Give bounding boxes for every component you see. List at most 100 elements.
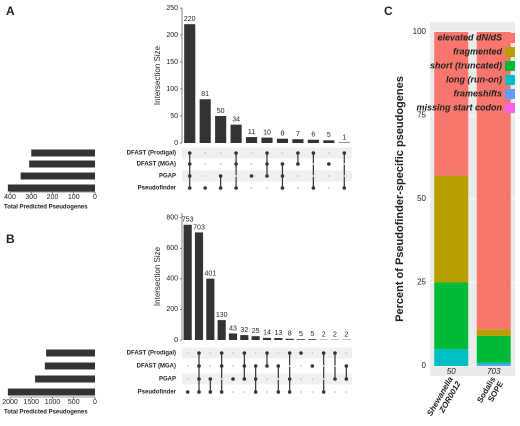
y-tick-label: 0 bbox=[174, 140, 178, 147]
matrix-dot bbox=[321, 351, 326, 355]
matrix-dot bbox=[343, 163, 346, 165]
value-label: 43 bbox=[229, 325, 237, 332]
set-tick-label: 300 bbox=[25, 194, 37, 201]
set-tick-label: 2000 bbox=[2, 399, 18, 406]
matrix-dot bbox=[345, 352, 348, 354]
set-tick-label: 0 bbox=[93, 399, 97, 406]
matrix-dot bbox=[288, 365, 291, 367]
value-label: 25 bbox=[252, 328, 260, 335]
matrix-dot bbox=[265, 151, 269, 155]
matrix-dot bbox=[186, 365, 189, 367]
matrix-dot bbox=[327, 187, 330, 189]
matrix-dot bbox=[250, 163, 253, 165]
set-name: PGAP bbox=[159, 377, 176, 383]
set-name: Pseudofinder bbox=[138, 390, 177, 396]
matrix-dot bbox=[281, 152, 284, 154]
value-label: 7 bbox=[296, 131, 300, 138]
bar-segment bbox=[476, 335, 511, 363]
count-label: 703 bbox=[487, 367, 501, 376]
matrix-dot bbox=[296, 175, 299, 177]
set-tick-label: 500 bbox=[68, 399, 80, 406]
set-bar bbox=[44, 362, 95, 370]
bar bbox=[262, 337, 272, 340]
matrix-dot bbox=[333, 351, 337, 355]
matrix-dot bbox=[312, 175, 315, 177]
set-bar bbox=[7, 388, 95, 396]
set-bar bbox=[46, 349, 95, 357]
legend-swatch bbox=[505, 103, 515, 113]
legend-swatch bbox=[505, 61, 515, 71]
matrix-dot bbox=[234, 162, 238, 166]
value-label: 2 bbox=[333, 332, 337, 339]
bar-segment bbox=[434, 175, 469, 283]
set-name: PGAP bbox=[159, 174, 176, 180]
set-name: Pseudofinder bbox=[138, 186, 177, 192]
set-bar bbox=[20, 172, 95, 180]
matrix-dot bbox=[253, 364, 258, 368]
value-label: 81 bbox=[201, 91, 209, 98]
y-axis-title: Intersection Size bbox=[153, 45, 162, 105]
y-tick-label: 25 bbox=[417, 278, 426, 287]
matrix-dot bbox=[186, 378, 189, 380]
set-name: DFAST (Prodigal) bbox=[127, 351, 176, 357]
bar bbox=[215, 116, 227, 143]
matrix-dot bbox=[232, 365, 234, 367]
set-tick-label: 0 bbox=[93, 194, 97, 201]
value-label: 32 bbox=[240, 327, 248, 334]
set-axis-title: Total Predicted Pseudogenes bbox=[4, 205, 88, 211]
panel-label: B bbox=[6, 232, 15, 246]
matrix-dot bbox=[231, 377, 235, 381]
matrix-dot bbox=[299, 351, 303, 355]
value-label: 5 bbox=[327, 132, 331, 139]
bar bbox=[338, 142, 350, 143]
matrix-dot bbox=[310, 364, 315, 368]
value-label: 220 bbox=[184, 16, 196, 23]
matrix-dot bbox=[232, 352, 234, 354]
y-axis-title: Intersection Size bbox=[153, 246, 162, 306]
bar bbox=[184, 24, 196, 144]
matrix-dot bbox=[204, 175, 207, 177]
matrix-dot bbox=[203, 186, 207, 190]
legend-swatch bbox=[505, 75, 515, 85]
matrix-dot bbox=[312, 163, 315, 165]
set-axis-title: Total Predicted Pseudogenes bbox=[4, 410, 88, 416]
matrix-dot bbox=[187, 174, 192, 178]
y-tick-label: 800 bbox=[166, 214, 178, 221]
y-tick-label: 250 bbox=[166, 5, 178, 12]
matrix-dot bbox=[287, 377, 292, 381]
bar-segment bbox=[434, 32, 469, 176]
y-tick-label: 50 bbox=[170, 113, 178, 120]
matrix-dot bbox=[242, 377, 247, 381]
matrix-dot bbox=[311, 186, 316, 190]
matrix-dot bbox=[265, 351, 269, 355]
set-tick-label: 1000 bbox=[45, 399, 61, 406]
matrix-dot bbox=[185, 390, 190, 394]
y-tick-label: 100 bbox=[166, 86, 178, 93]
matrix-dot bbox=[219, 163, 222, 165]
matrix-dot bbox=[218, 186, 223, 190]
count-label: 50 bbox=[447, 367, 456, 376]
panel-label: C bbox=[384, 4, 393, 18]
bar-segment bbox=[476, 362, 511, 365]
matrix-dot bbox=[232, 391, 234, 393]
value-label: 401 bbox=[204, 270, 216, 277]
bar bbox=[199, 99, 211, 143]
set-bar bbox=[31, 149, 95, 157]
matrix-dot bbox=[277, 378, 280, 380]
bar bbox=[292, 139, 304, 143]
matrix-dot bbox=[266, 378, 268, 380]
matrix-dot bbox=[209, 352, 212, 354]
bar bbox=[217, 320, 226, 340]
matrix-dot bbox=[322, 378, 325, 380]
matrix-dot bbox=[253, 390, 258, 394]
matrix-dot bbox=[218, 174, 223, 178]
value-label: 6 bbox=[311, 132, 315, 139]
matrix-dot bbox=[311, 391, 314, 393]
x-tick-label: SodalisSOPE bbox=[475, 375, 505, 409]
matrix-dot bbox=[280, 162, 285, 166]
matrix-dot bbox=[300, 378, 302, 380]
value-label: 50 bbox=[217, 108, 225, 115]
matrix-dot bbox=[197, 351, 201, 355]
bar bbox=[285, 338, 294, 340]
